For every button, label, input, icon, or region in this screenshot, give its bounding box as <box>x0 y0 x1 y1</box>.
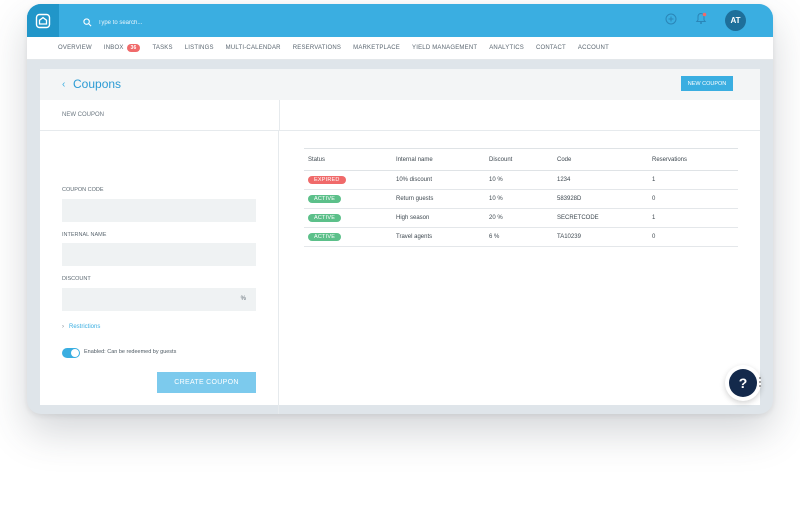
table-row[interactable]: ACTIVE Return guests 10 % 583928D 0 <box>304 189 738 209</box>
home-logo-icon[interactable] <box>27 4 59 37</box>
code-cell: 583928D <box>553 189 648 209</box>
search-icon <box>83 14 92 32</box>
top-bar: AT <box>27 4 773 37</box>
name-cell: Return guests <box>392 189 485 209</box>
name-cell: 10% discount <box>392 170 485 190</box>
user-avatar[interactable]: AT <box>725 10 746 31</box>
status-cell: ACTIVE <box>304 208 392 228</box>
discount-cell: 6 % <box>485 227 553 247</box>
table-row[interactable]: ACTIVE Travel agents 6 % TA10239 0 <box>304 227 738 247</box>
code-cell: 1234 <box>553 170 648 190</box>
column-header[interactable]: Status <box>304 148 392 171</box>
form-title: NEW COUPON <box>62 112 104 118</box>
status-badge: EXPIRED <box>308 176 346 184</box>
reservations-cell: 0 <box>648 189 738 209</box>
nav-item-account[interactable]: ACCOUNT <box>578 45 609 51</box>
nav-item-inbox[interactable]: INBOX 36 <box>104 44 141 52</box>
nav-label: LISTINGS <box>184 45 214 51</box>
code-cell: SECRETCODE <box>553 208 648 228</box>
status-badge: ACTIVE <box>308 233 342 241</box>
column-header[interactable]: Reservations <box>648 148 738 171</box>
column-header[interactable]: Discount <box>485 148 553 171</box>
nav-label: ANALYTICS <box>489 45 524 51</box>
table-row[interactable]: ACTIVE High season 20 % SECRETCODE 1 <box>304 208 738 228</box>
status-badge: ACTIVE <box>308 195 342 203</box>
page-header: ‹ Coupons NEW COUPON <box>40 69 760 100</box>
restrictions-toggle[interactable]: › Restrictions <box>62 324 100 330</box>
nav-item-yield-management[interactable]: YIELD MANAGEMENT <box>412 45 477 51</box>
status-badge: ACTIVE <box>308 214 342 222</box>
back-chevron-icon[interactable]: ‹ <box>62 79 66 90</box>
status-cell: ACTIVE <box>304 227 392 247</box>
reservations-cell: 1 <box>648 170 738 190</box>
coupon-code-input[interactable] <box>62 199 256 222</box>
nav-label: MULTI-CALENDAR <box>225 45 281 51</box>
internal-name-label: INTERNAL NAME <box>62 232 107 238</box>
nav-label: MARKETPLACE <box>353 45 401 51</box>
add-circle-icon[interactable] <box>665 12 677 30</box>
page-title: Coupons <box>73 77 122 91</box>
search-input[interactable] <box>98 20 298 26</box>
help-icon: ? <box>729 369 757 397</box>
coupon-form: COUPON CODE INTERNAL NAME DISCOUNT % › R… <box>40 131 279 414</box>
name-cell: Travel agents <box>392 227 485 247</box>
status-cell: EXPIRED <box>304 170 392 190</box>
nav-label: INBOX <box>103 45 124 51</box>
coupons-table: Status Internal name Discount Code Reser… <box>304 148 738 247</box>
enabled-label: Enabled: Can be redeemed by guests <box>84 349 177 355</box>
column-header[interactable]: Internal name <box>392 148 485 171</box>
percent-unit: % <box>240 296 246 302</box>
nav-item-contact[interactable]: CONTACT <box>536 45 566 51</box>
coupon-code-label: COUPON CODE <box>62 187 104 193</box>
nav-label: ACCOUNT <box>577 45 609 51</box>
discount-cell: 20 % <box>485 208 553 228</box>
help-button[interactable]: ? <box>725 365 761 401</box>
status-cell: ACTIVE <box>304 189 392 209</box>
new-coupon-button[interactable]: NEW COUPON <box>681 76 733 91</box>
nav-label: RESERVATIONS <box>292 45 342 51</box>
form-subheader: NEW COUPON <box>40 100 760 131</box>
nav-label: TASKS <box>152 45 173 51</box>
nav-item-tasks[interactable]: TASKS <box>152 45 172 51</box>
main-navigation: OVERVIEW INBOX 36 TASKS LISTINGS MULTI-CA… <box>27 37 773 60</box>
nav-label: CONTACT <box>535 45 566 51</box>
search-bar <box>83 14 298 32</box>
reservations-cell: 1 <box>648 208 738 228</box>
more-options-icon[interactable] <box>759 377 761 387</box>
discount-cell: 10 % <box>485 170 553 190</box>
code-cell: TA10239 <box>553 227 648 247</box>
nav-item-marketplace[interactable]: MARKETPLACE <box>353 45 400 51</box>
internal-name-input[interactable] <box>62 243 256 266</box>
nav-item-reservations[interactable]: RESERVATIONS <box>293 45 341 51</box>
chevron-right-icon: › <box>62 324 64 330</box>
table-row[interactable]: EXPIRED 10% discount 10 % 1234 1 <box>304 170 738 190</box>
create-coupon-button[interactable]: CREATE COUPON <box>157 372 256 393</box>
nav-label: OVERVIEW <box>58 45 92 51</box>
reservations-cell: 0 <box>648 227 738 247</box>
name-cell: High season <box>392 208 485 228</box>
column-header[interactable]: Code <box>553 148 648 171</box>
discount-label: DISCOUNT <box>62 276 91 282</box>
enabled-switch[interactable] <box>62 348 80 358</box>
discount-cell: 10 % <box>485 189 553 209</box>
nav-item-listings[interactable]: LISTINGS <box>185 45 214 51</box>
restrictions-label: Restrictions <box>69 324 101 330</box>
nav-item-multi-calendar[interactable]: MULTI-CALENDAR <box>226 45 281 51</box>
inbox-count-badge: 36 <box>126 44 141 52</box>
nav-item-overview[interactable]: OVERVIEW <box>58 45 92 51</box>
discount-input[interactable]: % <box>62 288 256 311</box>
table-header-row: Status Internal name Discount Code Reser… <box>304 148 738 171</box>
notification-bell-icon[interactable] <box>695 12 707 30</box>
coupons-panel: ‹ Coupons NEW COUPON NEW COUPON COUPON C… <box>40 69 760 414</box>
nav-item-analytics[interactable]: ANALYTICS <box>489 45 524 51</box>
nav-label: YIELD MANAGEMENT <box>412 45 478 51</box>
